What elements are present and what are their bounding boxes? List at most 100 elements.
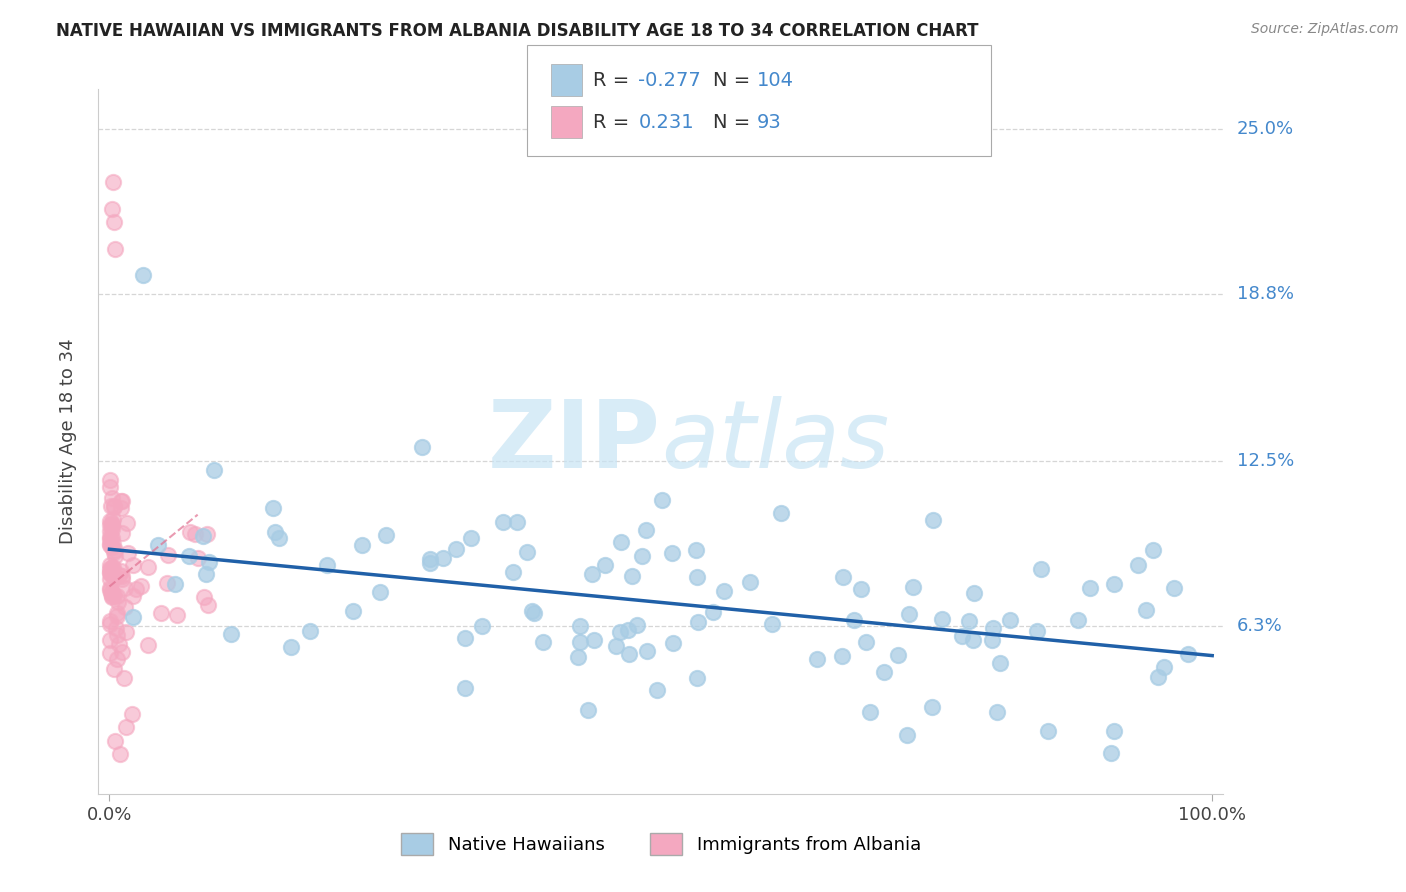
Point xyxy=(103,569,125,583)
Point xyxy=(1080,581,1102,595)
Point xyxy=(370,585,392,599)
Point xyxy=(105,652,128,666)
Point xyxy=(117,516,139,530)
Point xyxy=(100,540,122,554)
Point xyxy=(103,662,125,676)
Point xyxy=(110,747,132,761)
Point xyxy=(103,570,125,584)
Point xyxy=(636,643,658,657)
Text: 0.231: 0.231 xyxy=(638,112,695,132)
Point xyxy=(806,652,828,666)
Point xyxy=(103,537,125,551)
Legend: Native Hawaiians, Immigrants from Albania: Native Hawaiians, Immigrants from Albani… xyxy=(394,826,928,863)
Point xyxy=(202,463,225,477)
Point xyxy=(111,494,134,508)
Point xyxy=(651,493,673,508)
Text: NATIVE HAWAIIAN VS IMMIGRANTS FROM ALBANIA DISABILITY AGE 18 TO 34 CORRELATION C: NATIVE HAWAIIAN VS IMMIGRANTS FROM ALBAN… xyxy=(56,22,979,40)
Point xyxy=(121,707,143,722)
Point xyxy=(962,633,984,648)
Point xyxy=(520,604,543,618)
Point xyxy=(1163,581,1185,595)
Point xyxy=(100,589,122,603)
Point xyxy=(111,569,134,583)
Point xyxy=(506,515,529,529)
Point xyxy=(103,500,125,514)
Point xyxy=(620,568,643,582)
Point xyxy=(374,528,396,542)
Point xyxy=(112,671,135,685)
Text: 25.0%: 25.0% xyxy=(1237,120,1295,138)
Text: -0.277: -0.277 xyxy=(638,70,702,90)
Text: R =: R = xyxy=(593,112,636,132)
Point xyxy=(101,562,124,576)
Point xyxy=(108,568,131,582)
Point xyxy=(110,494,132,508)
Point xyxy=(198,555,221,569)
Point xyxy=(1102,577,1125,591)
Point xyxy=(1026,624,1049,638)
Point xyxy=(931,612,953,626)
Point xyxy=(352,538,374,552)
Point xyxy=(104,542,127,557)
Point xyxy=(844,613,866,627)
Point xyxy=(105,621,128,635)
Point xyxy=(98,538,121,552)
Point xyxy=(1153,660,1175,674)
Point xyxy=(110,645,132,659)
Point xyxy=(531,634,554,648)
Point xyxy=(114,581,136,595)
Point xyxy=(101,516,124,531)
Point xyxy=(502,565,524,579)
Point xyxy=(149,606,172,620)
Point xyxy=(125,582,148,597)
Point xyxy=(981,632,1004,647)
Text: N =: N = xyxy=(713,112,756,132)
Point xyxy=(568,618,591,632)
Point xyxy=(576,702,599,716)
Point xyxy=(280,640,302,654)
Point xyxy=(110,564,132,578)
Point xyxy=(662,636,685,650)
Point xyxy=(342,604,364,618)
Point xyxy=(1029,561,1052,575)
Point xyxy=(645,682,668,697)
Point xyxy=(523,606,546,620)
Point xyxy=(105,607,128,621)
Point xyxy=(111,525,134,540)
Point xyxy=(299,624,322,639)
Point xyxy=(769,507,792,521)
Point xyxy=(98,473,121,487)
Point xyxy=(131,268,153,283)
Point xyxy=(897,607,920,621)
Point xyxy=(101,512,124,526)
Point xyxy=(110,501,132,516)
Point xyxy=(419,552,441,566)
Point xyxy=(105,589,128,603)
Point xyxy=(98,646,121,660)
Point xyxy=(981,621,1004,635)
Point xyxy=(104,549,127,563)
Point xyxy=(998,613,1021,627)
Point xyxy=(567,650,589,665)
Point xyxy=(100,491,122,505)
Point xyxy=(419,556,441,570)
Point xyxy=(444,541,467,556)
Point xyxy=(131,579,153,593)
Text: 6.3%: 6.3% xyxy=(1237,617,1282,635)
Point xyxy=(950,629,973,643)
Point xyxy=(1147,670,1170,684)
Point xyxy=(121,558,143,572)
Point xyxy=(101,517,124,532)
Point xyxy=(100,537,122,551)
Point xyxy=(610,535,633,549)
Point xyxy=(219,626,242,640)
Point xyxy=(98,480,121,494)
Point xyxy=(114,625,136,640)
Y-axis label: Disability Age 18 to 34: Disability Age 18 to 34 xyxy=(59,339,77,544)
Point xyxy=(98,532,121,546)
Point xyxy=(101,531,124,545)
Point xyxy=(903,580,925,594)
Point xyxy=(315,558,337,572)
Point xyxy=(631,549,654,564)
Point xyxy=(688,615,710,629)
